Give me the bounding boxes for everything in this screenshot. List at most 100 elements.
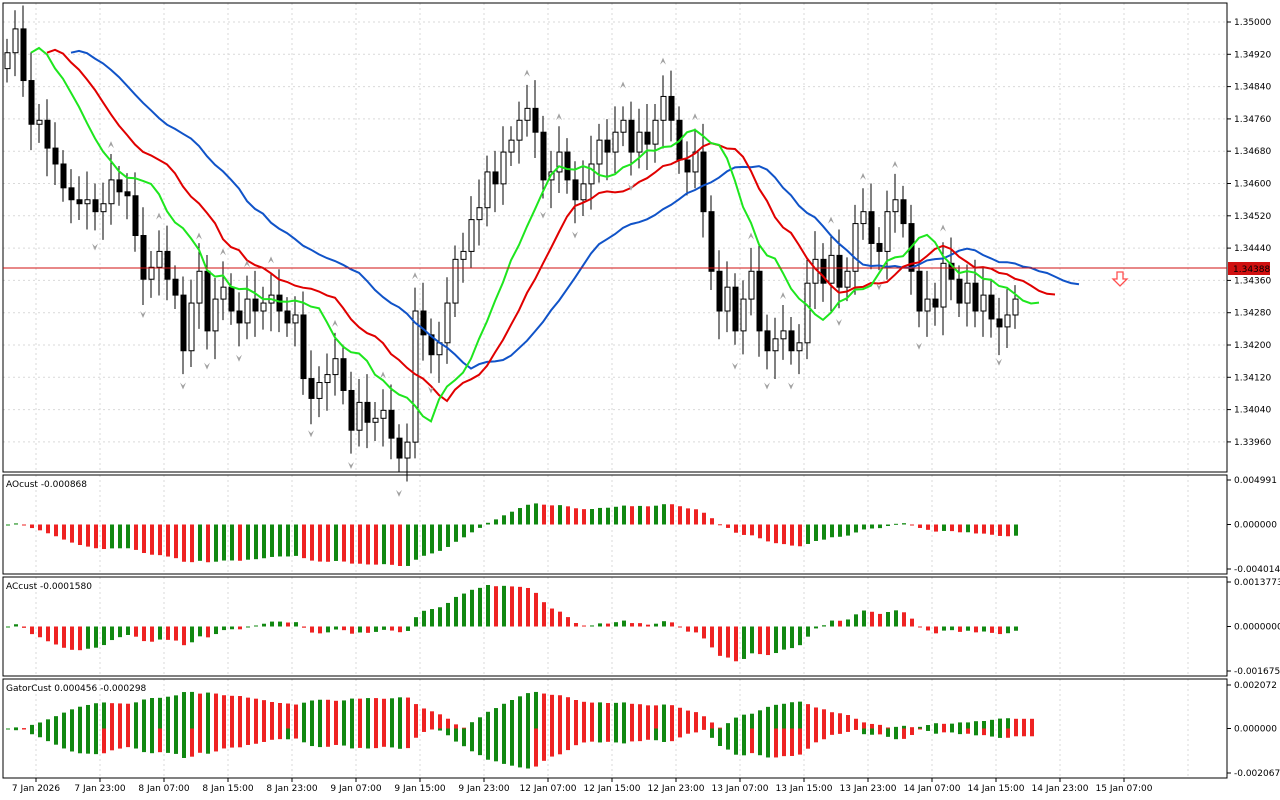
gator-upper-bar xyxy=(1022,718,1026,729)
histogram-bar xyxy=(518,586,522,627)
price-tick-label: 1.34360 xyxy=(1234,276,1271,286)
price-pane[interactable] xyxy=(2,2,1228,473)
histogram-bar xyxy=(446,524,450,547)
fractal-up-icon xyxy=(268,256,274,264)
gator-lower-bar xyxy=(94,728,98,755)
gator-upper-bar xyxy=(358,698,362,729)
gator-lower-bar xyxy=(470,728,474,752)
bear-candle xyxy=(604,139,611,153)
gator-lower-bar xyxy=(422,728,426,732)
histogram-bar xyxy=(54,524,58,537)
gator-upper-bar xyxy=(694,712,698,729)
histogram-bar xyxy=(854,614,858,627)
fractal-down-icon xyxy=(788,382,794,390)
histogram-bar xyxy=(470,589,474,627)
histogram-bar xyxy=(70,626,74,650)
gator-lower-bar xyxy=(806,728,810,749)
gator-upper-bar xyxy=(470,722,474,729)
histogram-bar xyxy=(22,524,26,526)
bull-candle xyxy=(148,266,155,280)
gator-upper-bar xyxy=(670,705,674,729)
gator-lower-bar xyxy=(486,728,490,760)
osc-tick-label: 0.004991 xyxy=(1234,476,1277,486)
bear-candle xyxy=(204,270,211,332)
gator-upper-bar xyxy=(278,703,282,729)
gator-upper-bar xyxy=(870,723,874,729)
histogram-bar xyxy=(310,626,314,633)
gator-upper-bar xyxy=(934,723,938,729)
price-tick-label: 1.34120 xyxy=(1234,373,1271,383)
gator-upper-bar xyxy=(302,702,306,729)
gator-upper-bar xyxy=(478,717,482,729)
bull-candle xyxy=(460,250,467,260)
histogram-bar xyxy=(998,626,1002,635)
gator-upper-bar xyxy=(726,723,730,729)
gator-upper-bar xyxy=(1030,718,1034,729)
gator-upper-bar xyxy=(982,721,986,729)
gator-upper-bar xyxy=(30,724,34,729)
bull-candle xyxy=(156,250,163,268)
histogram-bar xyxy=(766,626,770,656)
histogram-bar xyxy=(422,610,426,627)
fractal-down-icon xyxy=(764,382,770,390)
bear-candle xyxy=(948,262,955,280)
gator-upper-bar xyxy=(494,708,498,729)
gator-lower-bar xyxy=(894,728,898,740)
gator-lower-bar xyxy=(46,728,50,742)
gator-upper-bar xyxy=(326,699,330,729)
time-tick-label: 12 Jan 07:00 xyxy=(520,784,577,794)
gator-lower-bar xyxy=(78,728,82,754)
histogram-bar xyxy=(366,524,370,565)
histogram-bar xyxy=(838,524,842,537)
price-tick-label: 1.34280 xyxy=(1234,309,1271,319)
gator-lower-bar xyxy=(278,728,282,740)
gator-lower-bar xyxy=(214,728,218,752)
histogram-bar xyxy=(878,613,882,627)
bear-candle xyxy=(820,258,827,284)
gator-lower-bar xyxy=(254,728,258,744)
gator-lower-bar xyxy=(158,728,162,753)
fractal-up-icon xyxy=(892,160,898,168)
fractal-down-icon xyxy=(236,354,242,362)
histogram-bar xyxy=(134,524,138,550)
histogram-bar xyxy=(990,626,994,633)
gator-upper-bar xyxy=(790,702,794,729)
histogram-bar xyxy=(534,503,538,525)
histogram-bar xyxy=(1006,626,1010,634)
bull-candle xyxy=(476,207,483,221)
bull-candle xyxy=(652,119,659,145)
gator-lower-bar xyxy=(1006,728,1010,738)
histogram-bar xyxy=(414,617,418,627)
gator-upper-bar xyxy=(14,727,18,729)
gator-lower-bar xyxy=(974,728,978,736)
gator-upper-bar xyxy=(254,698,258,729)
bear-candle xyxy=(236,310,243,324)
histogram-bar xyxy=(398,626,402,633)
gator-upper-bar xyxy=(942,723,946,729)
gator-lower-bar xyxy=(686,728,690,734)
gator-lower-bar xyxy=(654,728,658,741)
gator-lower-bar xyxy=(358,728,362,748)
gator-upper-bar xyxy=(598,702,602,729)
bull-candle xyxy=(4,52,11,70)
histogram-bar xyxy=(998,524,1002,536)
time-tick-label: 15 Jan 07:00 xyxy=(1096,784,1153,794)
histogram-bar xyxy=(726,524,730,528)
bull-candle xyxy=(660,95,667,121)
gator-upper-bar xyxy=(46,719,50,729)
histogram-bar xyxy=(30,626,34,635)
histogram-bar xyxy=(542,602,546,627)
gator-upper-bar xyxy=(902,725,906,729)
gator-lower-bar xyxy=(30,728,34,735)
gator-lower-bar xyxy=(846,728,850,732)
histogram-bar xyxy=(6,524,10,526)
histogram-bar xyxy=(782,524,786,545)
histogram-bar xyxy=(846,619,850,627)
gator-lower-bar xyxy=(582,728,586,743)
gator-upper-bar xyxy=(462,727,466,729)
gator-upper-bar xyxy=(830,712,834,729)
ac-histogram xyxy=(6,585,1018,662)
histogram-bar xyxy=(366,626,370,633)
time-tick-label: 13 Jan 07:00 xyxy=(712,784,769,794)
